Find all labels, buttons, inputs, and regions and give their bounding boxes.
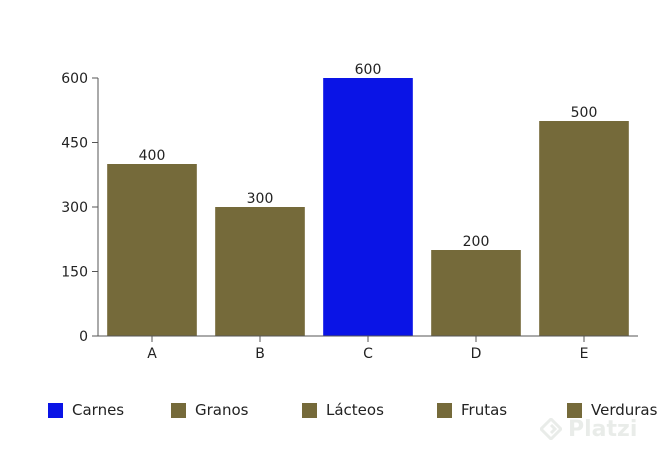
y-axis: 0 150 300 450 600 xyxy=(61,71,99,345)
data-label: 600 xyxy=(355,62,382,78)
data-label: 200 xyxy=(463,234,490,250)
y-tick-label: 600 xyxy=(61,71,88,87)
x-tick-label: A xyxy=(147,346,157,362)
y-tick-label: 300 xyxy=(61,200,88,216)
legend-item-verduras: Verduras xyxy=(567,396,657,424)
legend-label: Carnes xyxy=(72,401,125,419)
bars: 400 300 600 200 500 xyxy=(107,62,629,336)
x-tick-label: E xyxy=(580,346,589,362)
y-tick-label: 450 xyxy=(61,136,88,152)
legend-label: Granos xyxy=(195,401,249,419)
bar-chart: 0 150 300 450 600 400 300 600 200 500 A B C D E xyxy=(61,62,638,362)
bar-a xyxy=(107,164,197,336)
bar-d xyxy=(431,250,521,336)
watermark-text: Platzi xyxy=(568,416,638,442)
legend-item-frutas: Frutas xyxy=(437,396,507,424)
platzi-watermark: Platzi xyxy=(540,414,637,444)
y-tick-label: 0 xyxy=(79,329,88,345)
legend-swatch xyxy=(437,402,452,418)
x-tick-label: B xyxy=(255,346,265,362)
x-tick-label: C xyxy=(363,346,373,362)
legend-item-granos: Granos xyxy=(171,396,248,424)
platzi-logo-icon xyxy=(540,418,562,440)
bar-c xyxy=(323,78,413,336)
data-label: 300 xyxy=(247,191,274,207)
legend-swatch xyxy=(48,402,63,418)
legend-label: Frutas xyxy=(461,401,508,419)
legend-swatch xyxy=(302,402,317,418)
legend: Carnes Granos Lácteos Frutas Verduras xyxy=(0,396,666,426)
data-label: 400 xyxy=(139,148,166,164)
y-tick-label: 150 xyxy=(61,265,88,281)
legend-swatch xyxy=(567,402,582,418)
legend-swatch xyxy=(171,402,186,418)
x-axis: A B C D E xyxy=(98,335,638,362)
bar-b xyxy=(215,207,305,336)
legend-label: Verduras xyxy=(591,401,658,419)
data-label: 500 xyxy=(571,105,598,121)
x-tick-label: D xyxy=(471,346,482,362)
legend-item-lacteos: Lácteos xyxy=(302,396,384,424)
legend-label: Lácteos xyxy=(326,401,384,419)
bar-e xyxy=(539,121,629,336)
legend-item-carnes: Carnes xyxy=(48,396,124,424)
